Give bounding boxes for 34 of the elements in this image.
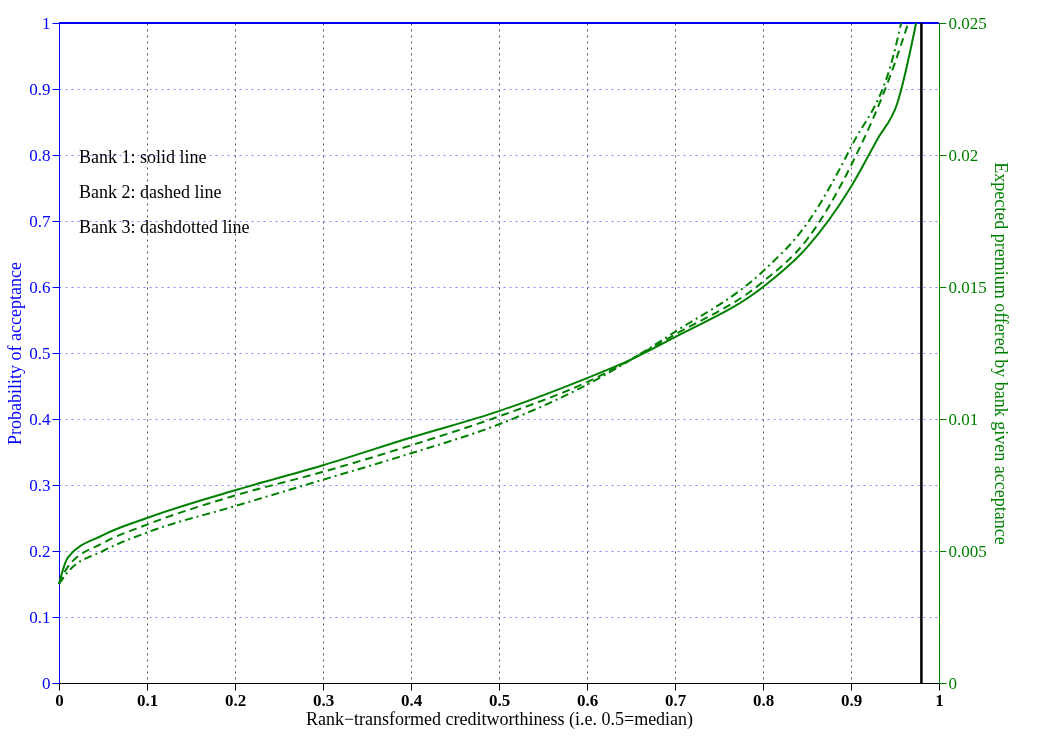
y-tick-label: 0.3 [29,475,51,495]
x-tick-label: 0.2 [224,690,247,710]
x-axis-title: Rank−transformed creditworthiness (i.e. 0.5=median) [305,708,694,730]
y-tick-label: 0.7 [29,211,51,231]
y-axis-title: Probability of acceptance [5,262,26,445]
annotation: Bank 1: solid line [79,147,207,167]
x-tick-label: 0.1 [136,690,159,710]
y2-tick-label: 0.015 [948,277,987,297]
x-tick-label: 0.3 [312,690,335,710]
y2-tick-label: 0.01 [948,409,979,429]
y-tick-label: 0.5 [29,343,51,363]
y-tick-label: 0.2 [29,541,51,561]
x-tick-label: 0 [55,690,64,710]
annotation: Bank 2: dashed line [79,182,222,202]
x-tick-label: 0.5 [488,690,511,710]
x-tick-label: 0.4 [400,690,423,710]
x-tick-label: 0.8 [752,690,775,710]
y-tick-label: 0 [42,673,51,693]
y-tick-label: 0.4 [29,409,51,429]
y-tick-label: 0.9 [29,79,51,99]
x-tick-label: 0.7 [664,690,687,710]
y-tick-label: 0.6 [29,277,51,297]
y2-tick-label: 0.005 [948,541,987,561]
y2-tick-label: 0 [948,673,957,693]
y2-tick-label: 0.02 [948,145,979,165]
x-tick-label: 0.9 [840,690,863,710]
y-tick-label: 1 [42,13,51,33]
y2-tick-label: 0.025 [948,13,987,33]
x-tick-label: 1 [935,690,944,710]
y2-axis-title: Expected premium offered by bank given acceptance [990,162,1011,545]
annotation: Bank 3: dashdotted line [79,217,250,237]
x-tick-label: 0.6 [576,690,599,710]
y-tick-label: 0.1 [29,607,51,627]
y-tick-label: 0.8 [29,145,51,165]
